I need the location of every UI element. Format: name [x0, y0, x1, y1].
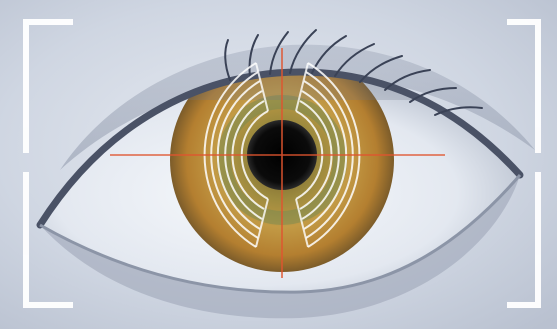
eyelashes — [224, 29, 483, 116]
lower-eyelid — [39, 174, 522, 294]
bracket-bottom-left — [23, 172, 73, 308]
bracket-top-left — [23, 19, 73, 153]
lower-lid-shadow — [40, 175, 520, 319]
upper-eyelid-lashes — [36, 68, 524, 229]
bracket-bottom-right — [507, 172, 541, 308]
crosshair — [110, 48, 445, 278]
upper-lid-crease — [60, 44, 535, 170]
scan-ring-dividers — [255, 62, 309, 248]
corner-brackets — [23, 19, 541, 308]
bracket-top-right — [507, 19, 541, 153]
